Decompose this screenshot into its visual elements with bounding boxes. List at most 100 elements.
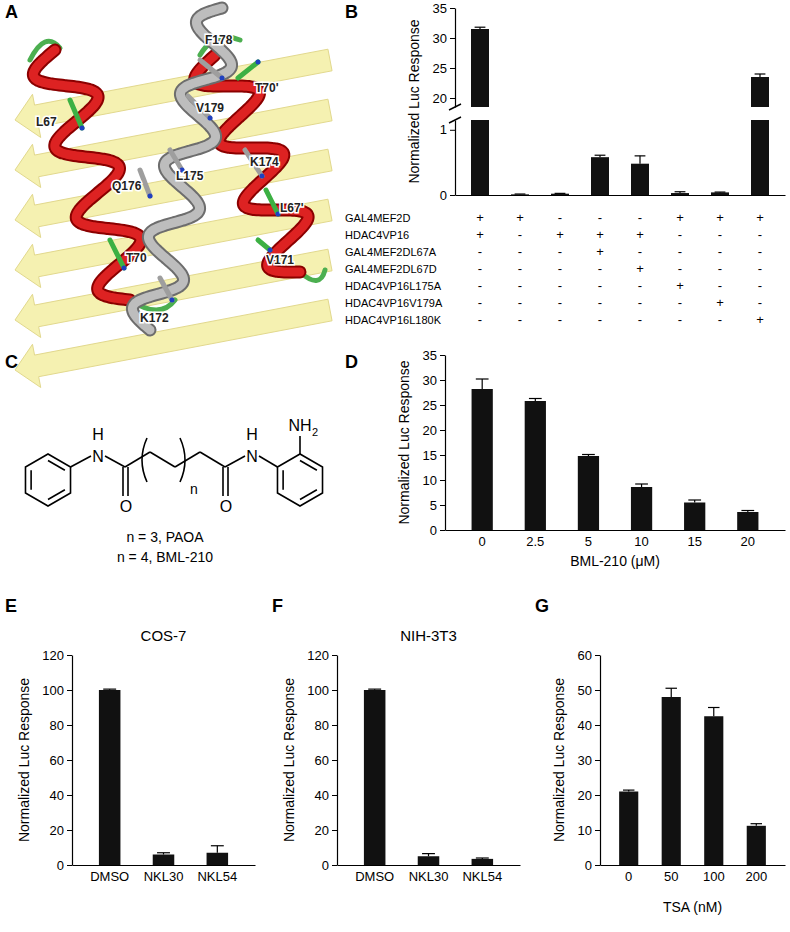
error-bar	[582, 455, 595, 457]
y-tick-label: 100	[42, 683, 64, 698]
side-chain	[140, 170, 150, 196]
bond	[48, 461, 65, 471]
residue-label: K174	[250, 155, 279, 169]
x-tick-label: 100	[703, 869, 725, 884]
table-cell: -	[518, 295, 522, 310]
y-tick-label: 80	[315, 718, 329, 733]
x-tick: DMSO	[90, 869, 129, 884]
chem-label: n	[190, 481, 198, 497]
y-tick-label: 100	[307, 683, 329, 698]
bracket	[180, 438, 185, 482]
x-axis-line	[73, 865, 256, 866]
x-axis-title: BML-210 (μM)	[570, 553, 660, 569]
y-axis: 05101520253035	[423, 348, 446, 538]
y-axis-line	[445, 356, 446, 531]
side-chains	[70, 60, 281, 303]
y-tick-label: 20	[578, 788, 592, 803]
table-cell: -	[718, 312, 722, 327]
table-cell: -	[558, 312, 562, 327]
error-bar-stem	[713, 708, 714, 717]
plot-area	[619, 688, 766, 865]
bond	[127, 467, 129, 496]
table-cell: +	[636, 261, 644, 276]
table-cell: -	[518, 244, 522, 259]
error-bar	[157, 853, 170, 855]
y-tick-label: 30	[433, 31, 447, 46]
x-axis-line	[456, 195, 786, 196]
bar	[737, 512, 758, 530]
chart-panel: F020406080100120DMSONKL30NKL54Normalized…	[272, 596, 521, 884]
y-tick-label: 0	[430, 523, 437, 538]
y-tick-mark	[67, 865, 72, 866]
y-tick-label: 0	[57, 858, 64, 873]
side-chain-tip	[148, 194, 153, 199]
error-bar	[688, 500, 701, 503]
y-tick-mark	[332, 760, 337, 761]
bar	[751, 77, 769, 107]
side-chain-tip	[208, 116, 213, 121]
y-tick-mark	[440, 405, 445, 406]
residue-label: T70	[126, 251, 147, 265]
x-tick: DMSO	[355, 869, 394, 884]
y-tick-mark	[440, 530, 445, 531]
table-cell: -	[598, 278, 602, 293]
y-tick-mark	[67, 655, 72, 656]
bar	[364, 690, 386, 865]
helix-right-face	[195, 55, 308, 272]
error-bar-cap	[555, 193, 566, 194]
table-row-label: HDAC4VP16L180K	[345, 314, 442, 326]
error-bar-cap	[708, 707, 719, 708]
x-tick-label: 2.5	[526, 534, 544, 549]
error-bar	[475, 27, 486, 29]
y-tick-mark	[440, 430, 445, 431]
y-tick-label: 1	[440, 122, 447, 137]
table-cell: -	[678, 295, 682, 310]
y-tick: 20	[315, 823, 337, 838]
y-tick: 40	[50, 788, 72, 803]
bar	[153, 855, 175, 866]
bar	[551, 194, 569, 195]
residue-label: F178	[205, 33, 233, 47]
y-tick: 1	[440, 122, 455, 137]
y-axis: 0102030405060	[578, 648, 601, 873]
bond	[300, 461, 317, 471]
x-axis: DMSONKL30NKL54	[338, 866, 521, 885]
error-bar-cap	[515, 193, 526, 194]
y-tick: 40	[578, 718, 600, 733]
table-cell: -	[518, 261, 522, 276]
y-tick-mark	[67, 690, 72, 691]
bar	[684, 503, 705, 531]
y-tick-label: 10	[578, 823, 592, 838]
y-tick-label: 20	[315, 823, 329, 838]
construct-table: GAL4MEF2D++---+++HDAC4VP16+-+++---GAL4ME…	[345, 210, 764, 327]
table-cell: -	[598, 210, 602, 225]
y-tick-mark	[67, 725, 72, 726]
y-tick-mark	[332, 830, 337, 831]
y-tick-label: 50	[578, 683, 592, 698]
bond	[30, 470, 32, 490]
bar	[704, 716, 723, 865]
y-tick-mark	[440, 505, 445, 506]
x-axis: DMSONKL30NKL54	[73, 866, 256, 885]
axis-break-mark	[449, 117, 461, 123]
chemical-panel: CNHOnONHNH2n = 3, PAOAn = 4, BML-210	[5, 352, 323, 565]
error-bar-cap	[476, 857, 489, 858]
y-tick-label: 30	[578, 753, 592, 768]
y-tick: 80	[315, 718, 337, 733]
y-tick-label: 35	[423, 348, 437, 363]
table-cell: +	[516, 210, 524, 225]
table-cell: +	[756, 210, 764, 225]
bar	[472, 389, 493, 530]
panel-label: B	[345, 2, 358, 22]
bar	[631, 487, 652, 530]
bond	[299, 436, 301, 454]
table-cell: -	[718, 261, 722, 276]
bond	[105, 456, 125, 467]
y-tick-label: 0	[585, 858, 592, 873]
y-tick-mark	[332, 795, 337, 796]
table-cell: +	[716, 210, 724, 225]
y-tick: 40	[315, 788, 337, 803]
y-axis-title: Normalized Luc Response	[16, 678, 32, 842]
bond	[48, 490, 65, 500]
residue-label: L175	[176, 169, 204, 183]
